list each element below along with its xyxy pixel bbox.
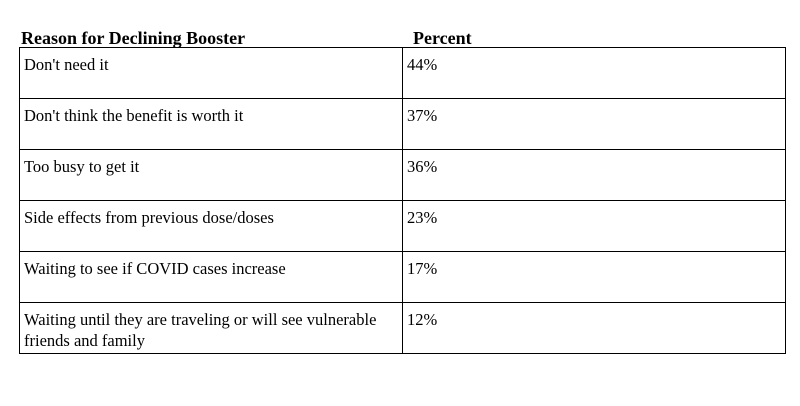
- reason-cell: Don't need it: [19, 47, 403, 99]
- percent-cell: 36%: [402, 149, 786, 201]
- percent-cell: 44%: [402, 47, 786, 99]
- reason-cell: Side effects from previous dose/doses: [19, 200, 403, 252]
- table-row: Side effects from previous dose/doses 23…: [19, 200, 786, 252]
- reason-cell: Waiting to see if COVID cases increase: [19, 251, 403, 303]
- table-row: Don't think the benefit is worth it 37%: [19, 98, 786, 150]
- table-row: Don't need it 44%: [19, 47, 786, 99]
- reason-cell: Waiting until they are traveling or will…: [19, 302, 403, 354]
- percent-cell: 17%: [402, 251, 786, 303]
- reason-cell: Too busy to get it: [19, 149, 403, 201]
- header-reason: Reason for Declining Booster: [21, 28, 246, 48]
- reasons-table: Don't need it 44% Don't think the benefi…: [19, 47, 786, 354]
- table-row: Waiting until they are traveling or will…: [19, 302, 786, 354]
- percent-cell: 23%: [402, 200, 786, 252]
- percent-cell: 37%: [402, 98, 786, 150]
- table-header: Reason for Declining Booster Percent: [0, 27, 800, 49]
- table-row: Waiting to see if COVID cases increase 1…: [19, 251, 786, 303]
- table-row: Too busy to get it 36%: [19, 149, 786, 201]
- header-percent: Percent: [413, 28, 472, 48]
- percent-cell: 12%: [402, 302, 786, 354]
- reason-cell: Don't think the benefit is worth it: [19, 98, 403, 150]
